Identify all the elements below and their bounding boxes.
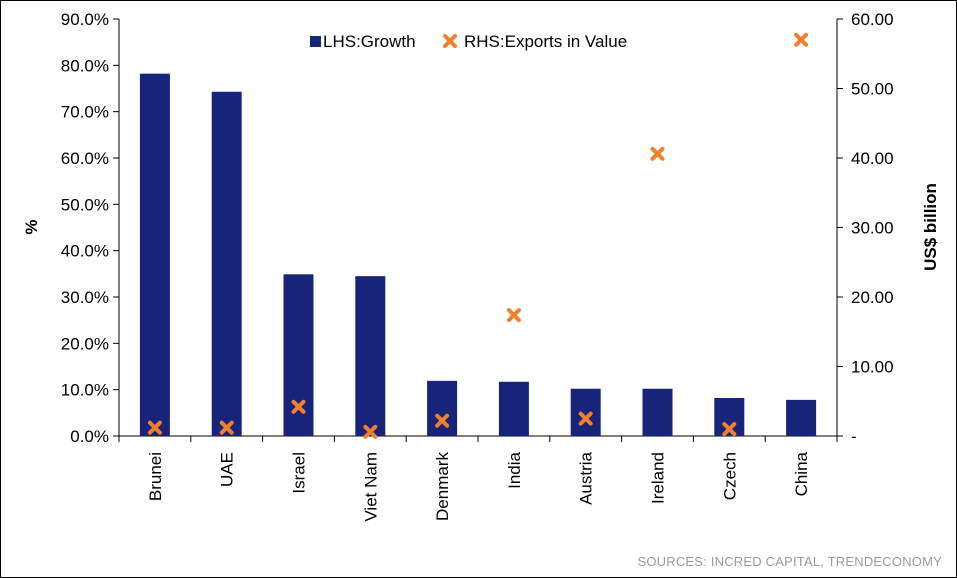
marker-stroke — [219, 420, 234, 435]
category-label: India — [505, 451, 524, 488]
left-tick-label: 60.0% — [61, 149, 109, 168]
legend: LHS:Growth RHS:Exports in Value — [310, 32, 627, 51]
marker-uae — [219, 420, 234, 435]
source-note: SOURCES: INCRED CAPITAL, TRENDECONOMY — [637, 554, 942, 569]
marker-brunei — [147, 420, 162, 435]
marker-india — [506, 308, 521, 323]
category-label: Brunei — [146, 452, 165, 501]
right-axis-title: US$ billion — [921, 183, 940, 271]
category-label: UAE — [218, 452, 237, 487]
category-label: Israel — [290, 452, 309, 494]
bar-india — [498, 381, 529, 436]
right-tick-label: - — [851, 427, 857, 446]
left-tick-label: 90.0% — [61, 10, 109, 29]
right-tick-label: 20.00 — [851, 288, 894, 307]
left-tick-label: 50.0% — [61, 195, 109, 214]
left-tick-label: 20.0% — [61, 334, 109, 353]
marker-stroke — [722, 422, 737, 437]
category-label: Ireland — [649, 452, 668, 504]
markers-layer — [147, 32, 809, 439]
marker-stroke — [506, 308, 521, 323]
category-label: Viet Nam — [361, 452, 380, 522]
right-tick-label: 10.00 — [851, 358, 894, 377]
marker-stroke — [291, 399, 306, 414]
bar-austria — [570, 388, 601, 436]
bar-ireland — [642, 388, 673, 436]
marker-israel — [291, 399, 306, 414]
category-label: Denmark — [433, 452, 452, 521]
bar-uae — [211, 91, 242, 436]
bar-brunei — [139, 73, 170, 436]
marker-stroke — [794, 32, 809, 47]
marker-stroke — [578, 411, 593, 426]
marker-stroke — [147, 420, 162, 435]
marker-ireland — [650, 146, 665, 161]
left-tick-label: 80.0% — [61, 56, 109, 75]
left-tick-label: 10.0% — [61, 381, 109, 400]
right-tick-label: 30.00 — [851, 219, 894, 238]
category-label: Austria — [577, 451, 596, 504]
marker-viet-nam — [363, 424, 378, 439]
right-tick-label: 40.00 — [851, 149, 894, 168]
left-axis-title: % — [22, 219, 41, 234]
left-tick-label: 30.0% — [61, 288, 109, 307]
bar-china — [786, 399, 817, 436]
right-tick-label: 60.00 — [851, 10, 894, 29]
marker-stroke — [363, 424, 378, 439]
left-tick-label: 70.0% — [61, 103, 109, 122]
right-tick-label: 50.00 — [851, 80, 894, 99]
marker-denmark — [435, 413, 450, 428]
marker-stroke — [650, 146, 665, 161]
left-tick-label: 40.0% — [61, 242, 109, 261]
bars-layer — [139, 73, 817, 436]
marker-czech — [722, 422, 737, 437]
labels-layer: 0.0% 10.0% 20.0% 30.0% 40.0% 50.0% 60.0% 70.0% 8… — [22, 10, 940, 522]
bar-viet-nam — [355, 276, 386, 436]
bar-denmark — [427, 380, 458, 436]
category-label: Czech — [720, 452, 739, 500]
category-label: China — [792, 451, 811, 496]
legend-label-exports: RHS:Exports in Value — [464, 32, 627, 51]
legend-swatch-growth — [310, 36, 321, 47]
legend-marker-exports — [443, 34, 457, 48]
marker-stroke — [435, 413, 450, 428]
marker-china — [794, 32, 809, 47]
left-tick-label: 0.0% — [70, 427, 109, 446]
legend-label-growth: LHS:Growth — [323, 32, 416, 51]
bar-israel — [283, 274, 314, 436]
marker-austria — [578, 411, 593, 426]
